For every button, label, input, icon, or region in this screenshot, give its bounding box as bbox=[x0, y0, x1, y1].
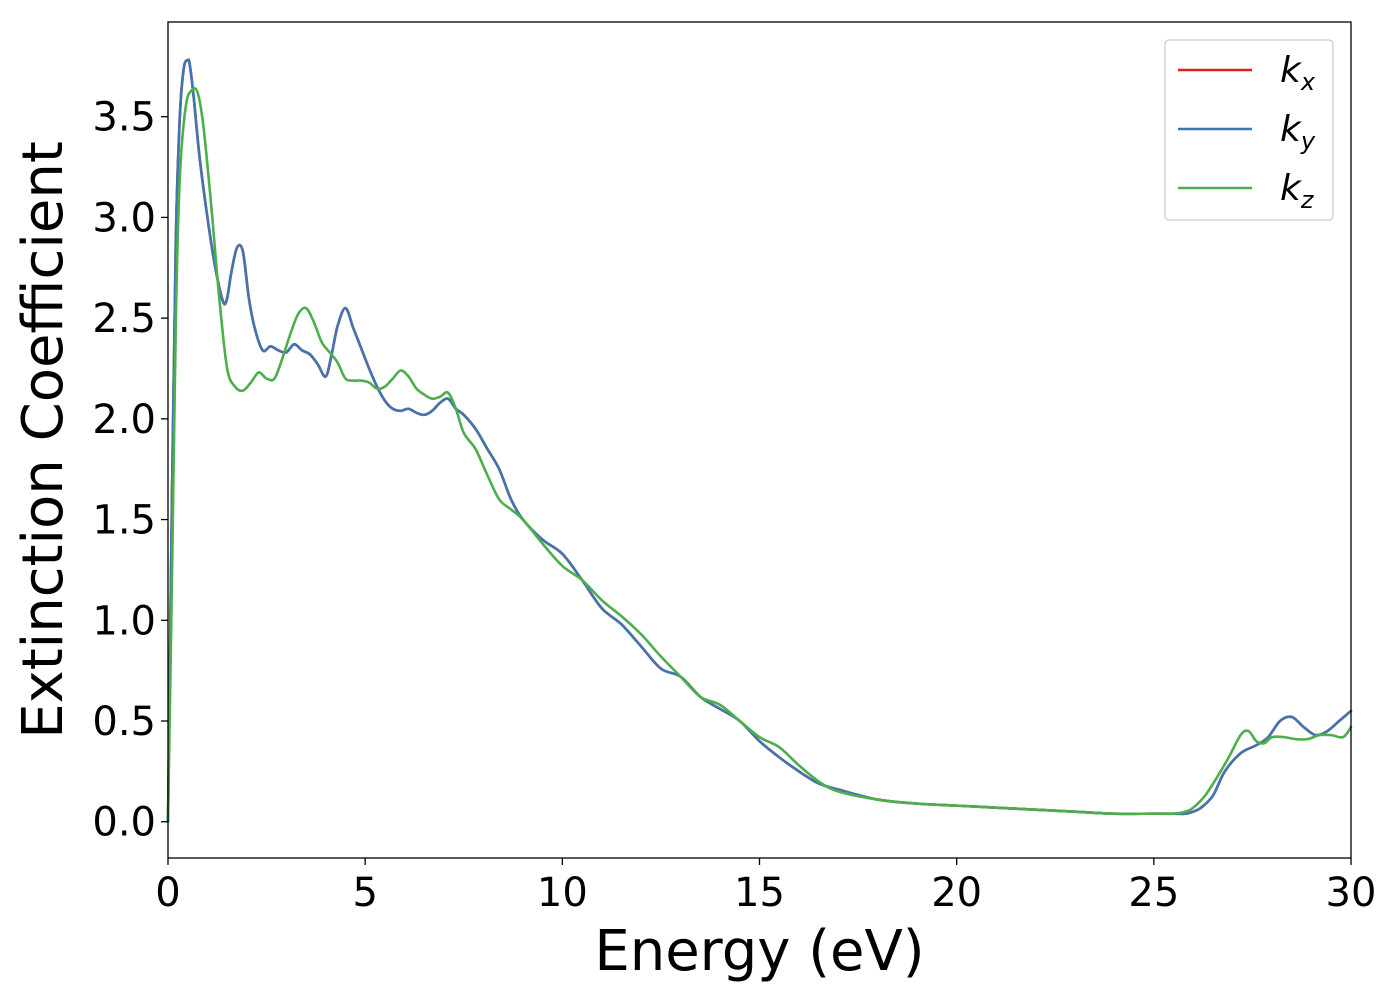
x-tick-label: 20 bbox=[931, 870, 982, 916]
legend-label-y: ky bbox=[1280, 109, 1316, 155]
legend: kx ky kz bbox=[1164, 39, 1334, 221]
x-tick-label: 0 bbox=[155, 870, 180, 916]
y-tick-label: 2.0 bbox=[92, 397, 156, 443]
legend-label-z: kz bbox=[1280, 168, 1315, 214]
y-tick-label: 0.5 bbox=[92, 699, 156, 745]
y-tick-label: 1.5 bbox=[92, 498, 156, 544]
x-tick-label: 10 bbox=[537, 870, 588, 916]
y-tick-label: 1.0 bbox=[92, 598, 156, 644]
y-tick-label: 2.5 bbox=[92, 296, 156, 342]
series-line-z bbox=[166, 87, 1353, 824]
x-tick-label: 15 bbox=[734, 870, 785, 916]
y-tick-label: 3.0 bbox=[92, 195, 156, 241]
y-axis-ticks: 0.0 0.5 1.0 1.5 2.0 2.5 3.0 3.5 bbox=[92, 95, 168, 846]
series-layer bbox=[166, 58, 1353, 824]
x-tick-label: 5 bbox=[352, 870, 377, 916]
legend-label-x: kx bbox=[1280, 50, 1316, 96]
x-axis-label: Energy (eV) bbox=[594, 919, 924, 984]
x-tick-label: 25 bbox=[1128, 870, 1179, 916]
x-tick-label: 30 bbox=[1326, 870, 1377, 916]
y-axis-label: Extinction Coefficient bbox=[11, 141, 76, 739]
y-tick-label: 3.5 bbox=[92, 95, 156, 141]
x-axis-ticks: 0 5 10 15 20 25 30 bbox=[155, 858, 1376, 916]
y-tick-label: 0.0 bbox=[92, 800, 156, 846]
